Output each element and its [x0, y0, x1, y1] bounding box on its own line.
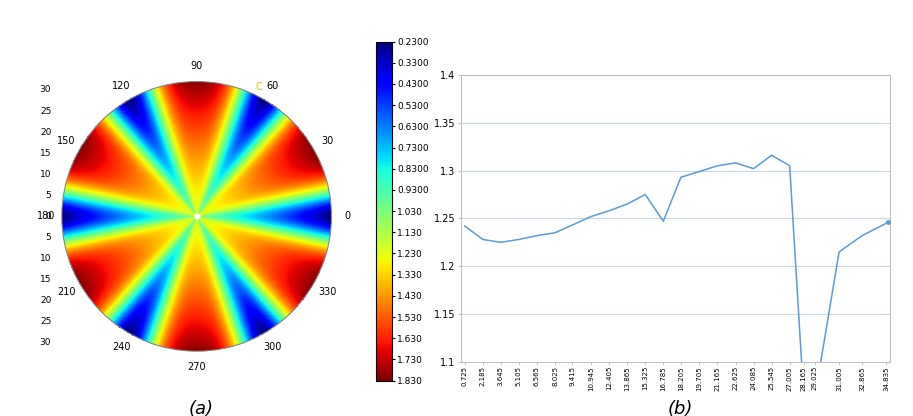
Text: 30: 30 — [40, 85, 51, 94]
Text: 30: 30 — [40, 338, 51, 347]
Text: 10: 10 — [40, 254, 51, 263]
Text: 20: 20 — [40, 296, 51, 305]
Text: (a): (a) — [188, 400, 214, 416]
Text: 60: 60 — [266, 81, 278, 91]
Text: 180: 180 — [37, 211, 55, 221]
Text: 10: 10 — [40, 170, 51, 179]
Text: 5: 5 — [46, 233, 51, 242]
Text: 30: 30 — [321, 136, 333, 146]
Text: (b): (b) — [667, 400, 693, 416]
Text: 240: 240 — [112, 342, 131, 352]
Text: 120: 120 — [112, 81, 131, 91]
Text: 150: 150 — [57, 136, 75, 146]
Text: 20: 20 — [40, 128, 51, 136]
Text: 15: 15 — [40, 149, 51, 158]
Text: 15: 15 — [40, 275, 51, 284]
Text: 330: 330 — [318, 287, 337, 297]
Text: 300: 300 — [263, 342, 281, 352]
Text: 0: 0 — [344, 211, 351, 221]
Text: 0: 0 — [46, 212, 51, 221]
Text: C: C — [256, 82, 263, 92]
Text: 210: 210 — [57, 287, 75, 297]
Text: 25: 25 — [40, 317, 51, 326]
Text: 270: 270 — [187, 362, 206, 372]
Text: 5: 5 — [46, 191, 51, 200]
Text: 90: 90 — [191, 60, 203, 71]
Text: 25: 25 — [40, 106, 51, 116]
